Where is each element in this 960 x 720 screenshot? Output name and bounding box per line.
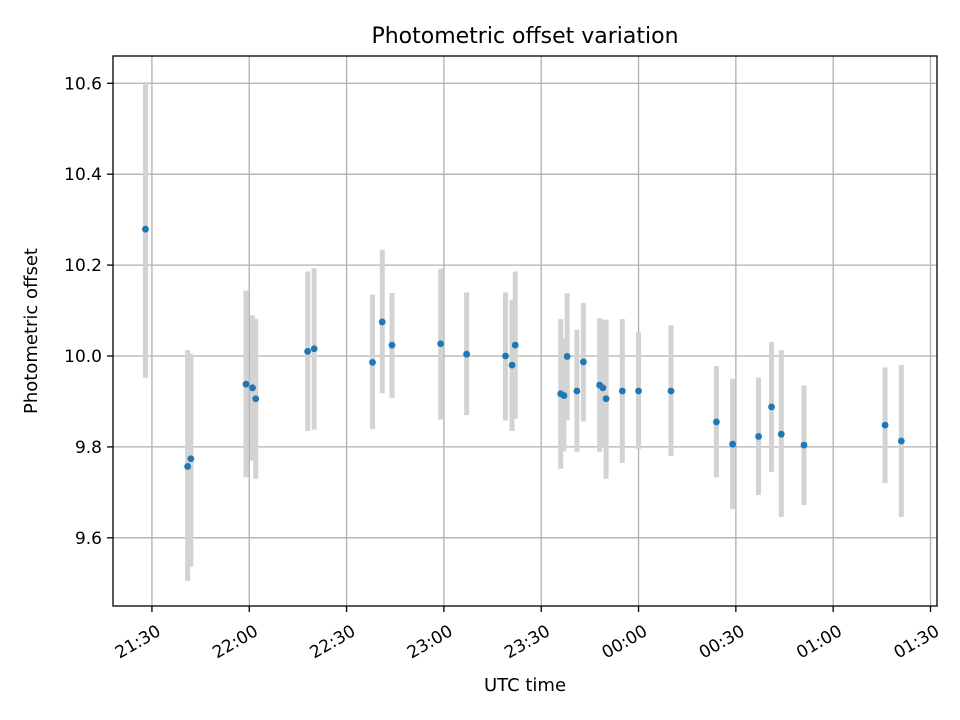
data-point	[573, 387, 581, 395]
y-tick-label: 10.2	[64, 256, 102, 276]
data-point	[242, 380, 250, 388]
data-point	[729, 440, 737, 448]
y-tick-label: 9.6	[75, 529, 102, 549]
data-point	[388, 341, 396, 349]
data-point	[304, 348, 312, 355]
data-point	[602, 395, 610, 403]
y-tick-label: 9.8	[75, 438, 102, 458]
data-point	[252, 395, 260, 403]
data-point	[463, 350, 471, 358]
x-axis-label: UTC time	[484, 675, 566, 696]
data-point	[618, 387, 626, 395]
data-point	[667, 387, 675, 395]
grid	[113, 56, 937, 606]
data-point	[800, 441, 808, 449]
data-point	[897, 437, 905, 445]
data-point	[563, 353, 571, 360]
data-point	[560, 392, 568, 399]
data-point	[755, 433, 762, 440]
data-point	[713, 418, 720, 426]
y-tick-label: 10.4	[64, 165, 102, 185]
data-point	[777, 430, 785, 438]
plot-frame	[112, 55, 938, 607]
y-tick-label: 10.0	[64, 347, 102, 367]
data-point	[378, 318, 386, 326]
data-point	[184, 463, 192, 470]
chart-title: Photometric offset variation	[371, 24, 678, 49]
data-points	[142, 225, 905, 470]
data-point	[635, 387, 642, 395]
data-point	[142, 225, 149, 233]
data-point	[369, 358, 376, 366]
data-point	[187, 455, 195, 463]
data-point	[502, 352, 509, 360]
data-point	[508, 361, 516, 369]
data-point	[599, 384, 607, 392]
data-point	[249, 384, 256, 392]
data-point	[768, 403, 775, 411]
data-point	[579, 358, 587, 366]
y-axis-label: Photometric offset	[21, 248, 42, 414]
data-point	[437, 340, 445, 348]
data-point	[310, 345, 318, 353]
data-point	[881, 421, 889, 429]
data-point	[511, 341, 519, 349]
y-tick-label: 10.6	[64, 74, 102, 94]
